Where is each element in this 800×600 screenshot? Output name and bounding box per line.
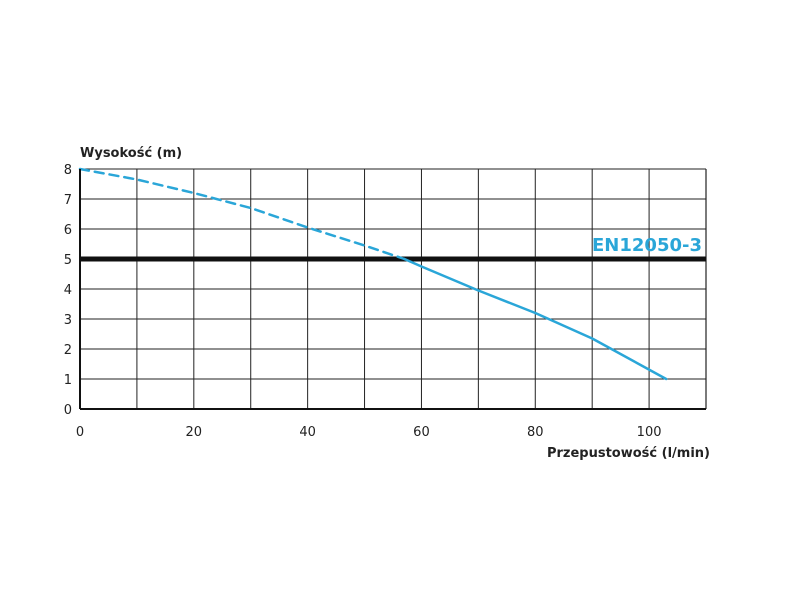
x-tick-label: 60: [413, 425, 430, 440]
grid: [80, 168, 707, 409]
y-tick-label: 1: [64, 373, 72, 388]
y-tick-label: 3: [64, 313, 72, 328]
y-tick-label: 2: [64, 343, 72, 358]
y-axis-title: Wysokość (m): [80, 146, 182, 161]
x-tick-label: 80: [527, 425, 544, 440]
axes: [79, 169, 706, 410]
x-tick-label: 0: [76, 425, 84, 440]
y-tick-label: 5: [64, 253, 72, 268]
curve-series-dashed: [78, 167, 406, 261]
y-tick-label: 6: [64, 223, 72, 238]
y-tick-label: 4: [64, 283, 72, 298]
curve-series-solid: [403, 257, 668, 381]
x-tick-label: 20: [186, 425, 203, 440]
y-tick-label: 7: [64, 193, 72, 208]
x-axis-title: Przepustowość (l/min): [547, 446, 710, 461]
x-tick-label: 100: [637, 425, 662, 440]
reference-line-label: EN12050-3: [592, 235, 702, 256]
y-tick-label: 0: [64, 403, 72, 418]
x-tick-label: 40: [299, 425, 316, 440]
series-group: [78, 167, 668, 381]
y-tick-label: 8: [64, 163, 72, 178]
reference-line-group: EN12050-3: [80, 235, 706, 262]
